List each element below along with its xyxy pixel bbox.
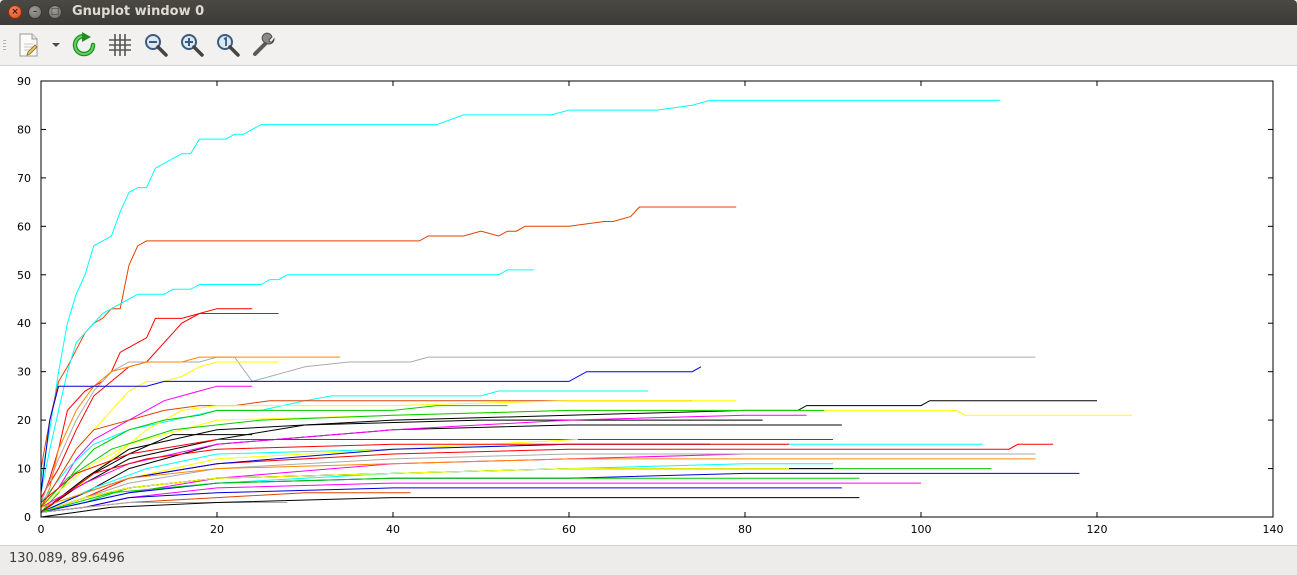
close-icon[interactable]: × xyxy=(8,5,22,19)
plot-area[interactable]: 0 20 40 60 80 100 120 140 0 10 20 30 40 50 60 70 80 90 xyxy=(0,66,1297,545)
zoom-out-icon[interactable] xyxy=(141,29,171,61)
wrench-icon[interactable] xyxy=(249,29,279,61)
series-line-38 xyxy=(40,502,288,513)
series-line-1 xyxy=(40,99,1001,479)
y-tick-label: 60 xyxy=(17,220,31,233)
series-line-39 xyxy=(40,497,860,518)
cursor-coordinates: 130.089, 89.6496 xyxy=(9,551,125,566)
y-tick-label: 40 xyxy=(17,317,31,330)
y-tick-label: 10 xyxy=(17,463,31,476)
zoom-in-icon[interactable] xyxy=(177,29,207,61)
toolbar xyxy=(0,25,1297,66)
document-export-icon[interactable] xyxy=(14,29,44,61)
series-line-11 xyxy=(40,390,649,503)
series-line-33 xyxy=(40,472,1080,513)
line-chart[interactable]: 0 20 40 60 80 100 120 140 0 10 20 30 40 50 60 70 80 90 xyxy=(0,66,1297,545)
x-tick-label: 120 xyxy=(1087,523,1108,536)
series-line-34 xyxy=(40,468,789,513)
x-tick-label: 40 xyxy=(386,523,400,536)
title-bar: × – □ Gnuplot window 0 xyxy=(0,0,1297,25)
grid-icon[interactable] xyxy=(105,29,135,61)
x-tick-label: 60 xyxy=(562,523,576,536)
series-line-7 xyxy=(40,356,341,508)
series-line-40 xyxy=(40,477,860,513)
chevron-down-icon[interactable] xyxy=(48,29,64,61)
plot-frame xyxy=(40,80,1274,518)
series-line-15 xyxy=(40,400,1097,513)
series-line-20 xyxy=(40,414,807,508)
zoom-reset-icon[interactable] xyxy=(213,29,243,61)
x-tick-label: 0 xyxy=(38,523,45,536)
x-tick-label: 140 xyxy=(1263,523,1284,536)
y-tick-label: 80 xyxy=(17,123,31,136)
series-line-2 xyxy=(40,206,737,469)
series-line-3 xyxy=(40,269,534,493)
series-line-23 xyxy=(40,443,1053,513)
series-line-28 xyxy=(40,453,1036,513)
y-tick-label: 70 xyxy=(17,172,31,185)
window-title: Gnuplot window 0 xyxy=(72,4,205,19)
series-line-41 xyxy=(40,443,789,513)
x-tick-label: 80 xyxy=(738,523,752,536)
minimize-icon[interactable]: – xyxy=(28,5,42,19)
maximize-icon[interactable]: □ xyxy=(48,5,62,19)
series-line-4 xyxy=(40,308,253,503)
series-line-22 xyxy=(40,439,833,503)
y-tick-label: 30 xyxy=(17,366,31,379)
x-tick-label: 20 xyxy=(210,523,224,536)
y-tick-label: 90 xyxy=(17,75,31,88)
series-line-29 xyxy=(40,458,1036,508)
series-line-14 xyxy=(40,405,508,513)
y-tick-label: 20 xyxy=(17,414,31,427)
series-line-36 xyxy=(40,487,842,513)
toolbar-grip[interactable] xyxy=(3,40,6,52)
x-tick-label: 100 xyxy=(911,523,932,536)
y-tick-label: 50 xyxy=(17,269,31,282)
series-line-30 xyxy=(40,468,992,513)
series-line-17 xyxy=(40,409,825,508)
refresh-icon[interactable] xyxy=(69,29,99,61)
y-tick-label: 0 xyxy=(24,511,31,524)
status-bar: 130.089, 89.6496 xyxy=(0,545,1297,575)
series-line-9 xyxy=(40,366,702,493)
